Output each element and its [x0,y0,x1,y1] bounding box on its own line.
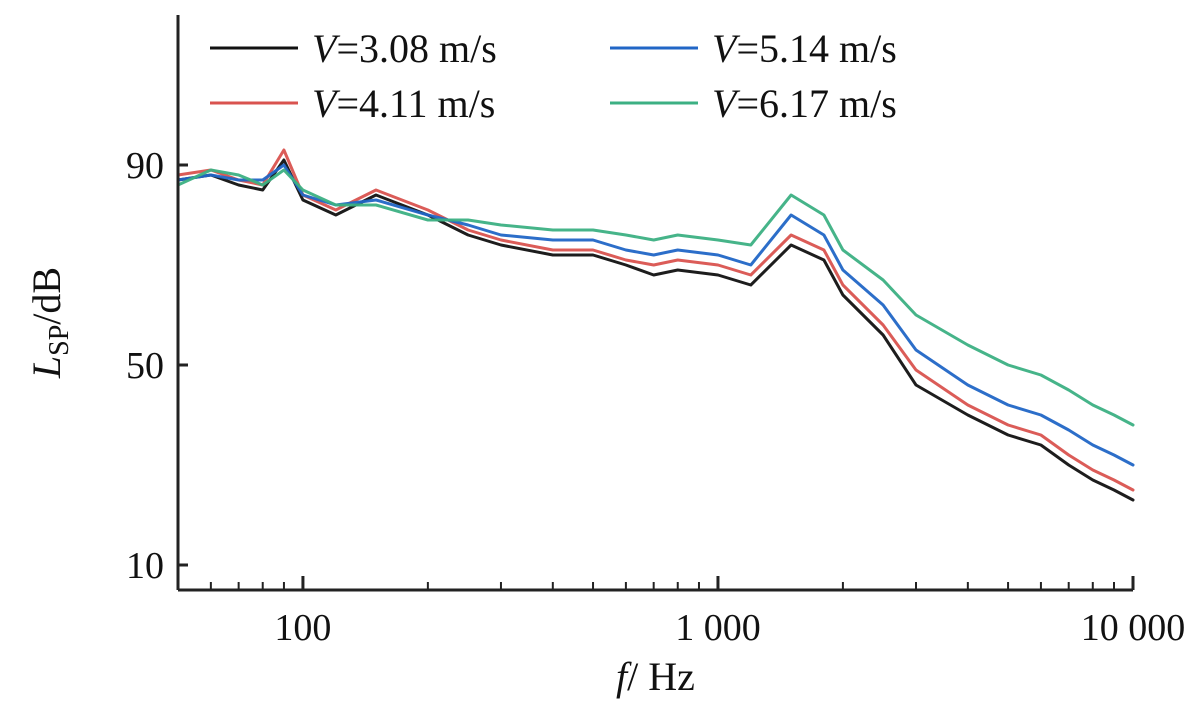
legend-label-0: V=3.08 m/s [312,26,497,71]
ticks: 10 50 90 100 1 000 10 000 [126,145,1185,649]
plot-area [176,148,1135,502]
legend-label-2: V=5.14 m/s [712,26,897,71]
legend: V=3.08 m/sV=4.11 m/sV=5.14 m/sV=6.17 m/s [210,26,897,126]
series-line-0 [176,158,1135,502]
x-axis-label-unit: / Hz [627,654,695,699]
legend-label-1: V=4.11 m/s [312,81,495,126]
x-tick-label-0: 100 [274,607,331,649]
series-line-2 [176,163,1135,467]
legend-value-2: =5.14 m/s [736,26,896,71]
series-line-3 [176,168,1135,427]
y-axis-label: LSP/dB [24,267,75,379]
y-axis-label-subscript: SP [44,325,75,356]
legend-symbol-1: V [312,81,341,126]
legend-value-1: =4.11 m/s [336,81,495,126]
legend-symbol-2: V [712,26,741,71]
legend-label-3: V=6.17 m/s [712,81,897,126]
legend-symbol-3: V [712,81,741,126]
legend-symbol-0: V [312,26,341,71]
y-axis-label-symbol: L [24,356,69,379]
x-tick-label-2: 10 000 [1081,607,1186,649]
axes [176,15,1133,592]
y-tick-label-2: 90 [126,145,164,187]
y-tick-label-0: 10 [126,545,164,587]
legend-value-0: =3.08 m/s [336,26,496,71]
y-axis-label-unit: /dB [24,267,69,325]
legend-value-3: =6.17 m/s [736,81,896,126]
y-tick-label-1: 50 [126,345,164,387]
x-tick-label-1: 1 000 [675,607,761,649]
x-axis-label: f/ Hz [616,654,695,699]
